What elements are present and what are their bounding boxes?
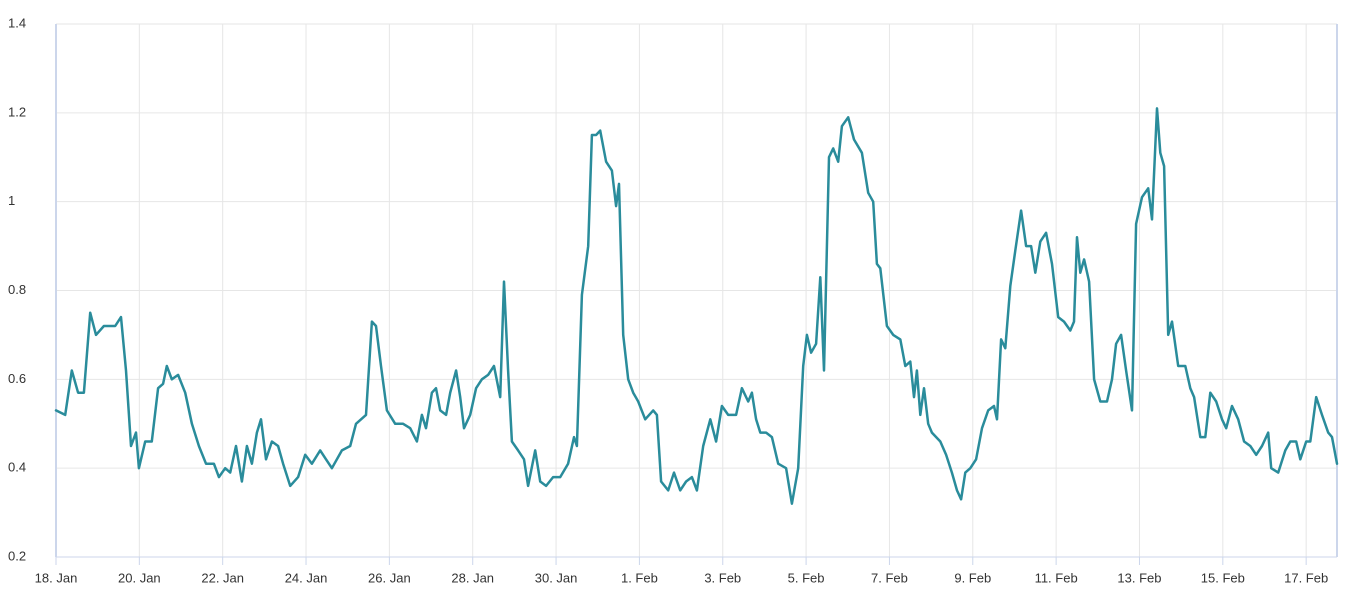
x-tick-label: 5. Feb (788, 570, 825, 585)
y-tick-label: 1.2 (8, 104, 26, 119)
y-tick-label: 0.2 (8, 548, 26, 563)
x-tick-label: 22. Jan (201, 570, 244, 585)
x-tick-label: 9. Feb (954, 570, 991, 585)
x-tick-label: 30. Jan (535, 570, 578, 585)
x-tick-label: 1. Feb (621, 570, 658, 585)
x-tick-label: 17. Feb (1284, 570, 1328, 585)
y-tick-label: 1 (8, 193, 15, 208)
x-tick-label: 13. Feb (1117, 570, 1161, 585)
x-tick-label: 11. Feb (1035, 570, 1078, 585)
x-tick-label: 26. Jan (368, 570, 411, 585)
x-tick-label: 18. Jan (35, 570, 78, 585)
y-tick-label: 0.6 (8, 371, 26, 386)
x-tick-label: 28. Jan (451, 570, 494, 585)
x-tick-label: 20. Jan (118, 570, 161, 585)
line-series (54, 107, 1339, 505)
x-tick-label: 3. Feb (704, 570, 741, 585)
y-tick-label: 0.8 (8, 282, 26, 297)
y-tick-label: 0.4 (8, 460, 26, 475)
x-tick-label: 7. Feb (871, 570, 908, 585)
x-tick-label: 15. Feb (1201, 570, 1245, 585)
x-tick-label: 24. Jan (285, 570, 328, 585)
y-tick-label: 1.4 (8, 15, 26, 30)
